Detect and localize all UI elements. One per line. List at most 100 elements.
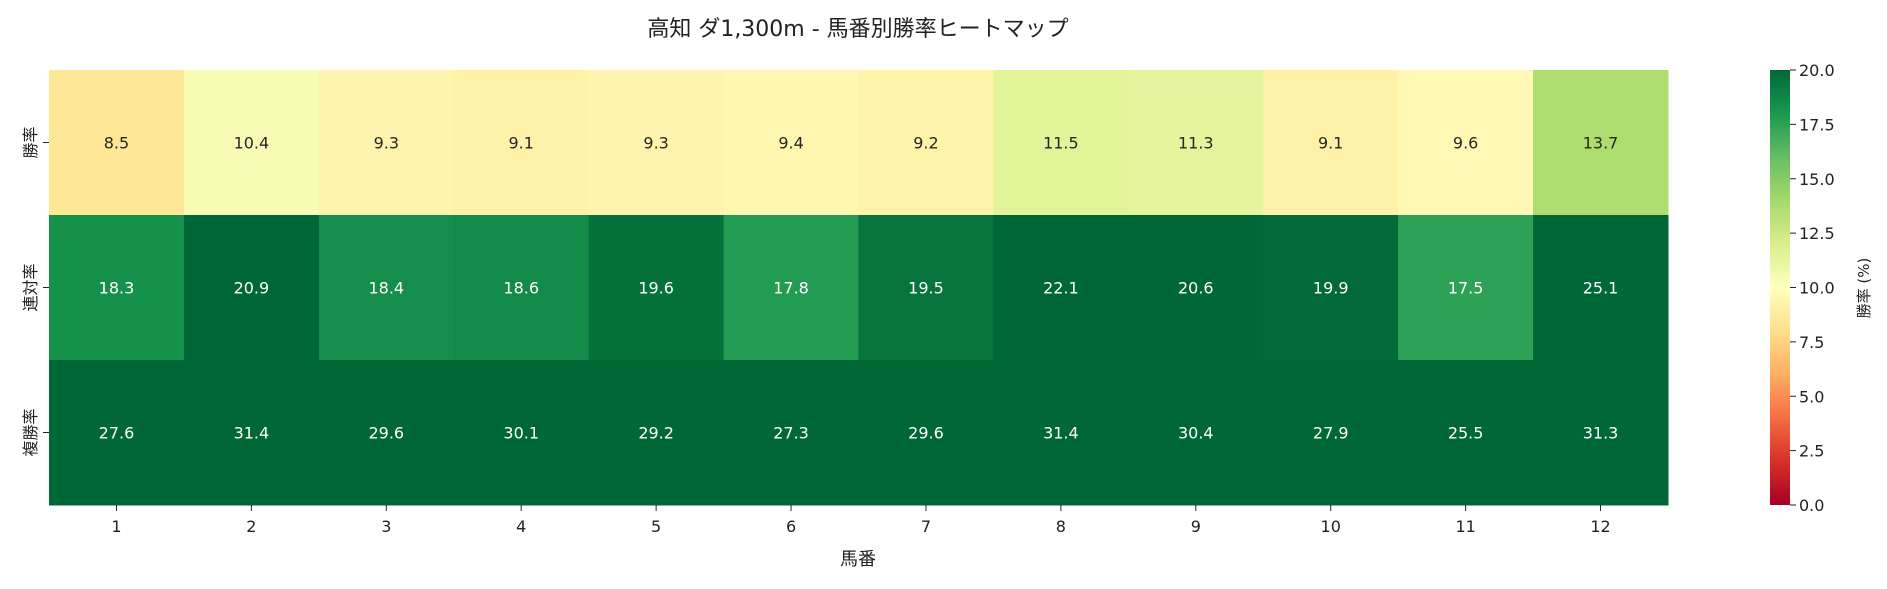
cell-value-label: 18.4 <box>368 279 404 298</box>
cell-value-label: 30.1 <box>503 424 539 443</box>
x-tick-label: 2 <box>246 517 256 536</box>
cell-value-label: 8.5 <box>104 134 129 153</box>
cell-value-label: 10.4 <box>234 134 270 153</box>
x-tick-label: 11 <box>1455 517 1475 536</box>
x-tick-label: 12 <box>1590 517 1610 536</box>
y-tick-label: 連対率 <box>21 263 40 311</box>
x-axis: 1 2 3 4 5 6 7 8 9 10 11 12 <box>111 505 1611 536</box>
cell-value-label: 29.6 <box>908 424 944 443</box>
cell-value-label: 9.1 <box>1318 134 1343 153</box>
colorbar-tick-label: 0.0 <box>1799 496 1824 515</box>
x-axis-label: 馬番 <box>840 549 876 570</box>
cell-value-label: 27.3 <box>773 424 809 443</box>
cell-value-label: 20.9 <box>234 279 270 298</box>
colorbar <box>1770 70 1790 505</box>
cell-value-label: 9.4 <box>778 134 803 153</box>
cell-value-label: 17.8 <box>773 279 809 298</box>
colorbar-tick-label: 2.5 <box>1799 442 1824 461</box>
colorbar-tick-label: 20.0 <box>1799 61 1835 80</box>
heatmap-cell <box>723 360 859 506</box>
heatmap-cell <box>993 70 1129 216</box>
cell-value-label: 9.6 <box>1453 134 1478 153</box>
cell-value-label: 11.5 <box>1043 134 1079 153</box>
cell-value-label: 29.2 <box>638 424 674 443</box>
cell-value-label: 27.6 <box>99 424 135 443</box>
cell-value-label: 9.2 <box>913 134 938 153</box>
heatmap-cell <box>588 215 725 361</box>
colorbar-tick-label: 15.0 <box>1799 170 1835 189</box>
heatmap-cell <box>993 360 1129 506</box>
heatmap-cell <box>1398 360 1534 506</box>
cell-value-label: 19.9 <box>1313 279 1349 298</box>
heatmap-cell <box>588 360 725 506</box>
heatmap-cell <box>453 70 590 216</box>
colorbar-tick-label: 17.5 <box>1799 115 1835 134</box>
colorbar-tick-label: 5.0 <box>1799 387 1824 406</box>
heatmap-cell <box>1533 215 1669 361</box>
x-tick-label: 5 <box>651 517 661 536</box>
x-tick-label: 7 <box>921 517 931 536</box>
colorbar-tick-label: 12.5 <box>1799 224 1835 243</box>
x-tick-label: 1 <box>111 517 121 536</box>
heatmap-cell <box>318 215 455 361</box>
heatmap-cell <box>49 360 185 506</box>
cell-value-label: 13.7 <box>1583 134 1619 153</box>
heatmap-cell <box>723 70 859 216</box>
heatmap-cell <box>858 215 994 361</box>
cell-value-label: 18.3 <box>99 279 135 298</box>
cell-value-label: 29.6 <box>368 424 404 443</box>
x-tick-label: 10 <box>1321 517 1341 536</box>
heatmap-cells: 8.5 10.4 9.3 9.1 9.3 9.4 9.2 11.5 11.3 9.1 9.6 13.7… <box>49 70 1669 506</box>
y-tick-label: 複勝率 <box>21 408 40 456</box>
heatmap-cell <box>858 70 994 216</box>
x-tick-label: 4 <box>516 517 526 536</box>
cell-value-label: 18.6 <box>503 279 539 298</box>
heatmap-cell <box>49 215 185 361</box>
heatmap-cell <box>318 360 455 506</box>
heatmap-cell <box>1398 70 1534 216</box>
heatmap-cell <box>183 70 320 216</box>
cell-value-label: 17.5 <box>1448 279 1484 298</box>
heatmap-cell <box>993 215 1129 361</box>
colorbar-ticks: 0.0 2.5 5.0 7.5 10.0 12.5 15.0 17.5 20.0 <box>1790 61 1835 515</box>
heatmap-cell <box>588 70 725 216</box>
heatmap-cell <box>49 70 185 216</box>
heatmap-cell <box>1263 70 1399 216</box>
cell-value-label: 11.3 <box>1178 134 1214 153</box>
cell-value-label: 25.1 <box>1583 279 1619 298</box>
colorbar-tick-label: 7.5 <box>1799 333 1824 352</box>
cell-value-label: 20.6 <box>1178 279 1214 298</box>
heatmap-cell <box>1533 360 1669 506</box>
heatmap-cell <box>1263 215 1399 361</box>
x-tick-label: 8 <box>1056 517 1066 536</box>
heatmap-cell <box>1263 360 1399 506</box>
heatmap-cell <box>318 70 455 216</box>
x-tick-label: 3 <box>381 517 391 536</box>
cell-value-label: 25.5 <box>1448 424 1484 443</box>
colorbar-label: 勝率 (%) <box>1855 258 1873 319</box>
heatmap-cell <box>183 360 320 506</box>
cell-value-label: 9.3 <box>374 134 399 153</box>
cell-value-label: 27.9 <box>1313 424 1349 443</box>
heatmap-cell <box>1128 360 1264 506</box>
y-tick-label: 勝率 <box>21 126 40 158</box>
heatmap-cell <box>453 360 590 506</box>
heatmap-cell <box>1128 70 1264 216</box>
cell-value-label: 30.4 <box>1178 424 1214 443</box>
heatmap-cell <box>1128 215 1264 361</box>
chart-title: 高知 ダ1,300m - 馬番別勝率ヒートマップ <box>647 17 1068 42</box>
cell-value-label: 31.4 <box>234 424 270 443</box>
x-tick-label: 6 <box>786 517 796 536</box>
heatmap-cell <box>453 215 590 361</box>
cell-value-label: 19.5 <box>908 279 944 298</box>
heatmap-cell <box>858 360 994 506</box>
heatmap-cell <box>183 215 320 361</box>
x-tick-label: 9 <box>1191 517 1201 536</box>
cell-value-label: 9.1 <box>508 134 533 153</box>
colorbar-tick-label: 10.0 <box>1799 279 1835 298</box>
cell-value-label: 9.3 <box>643 134 668 153</box>
cell-value-label: 22.1 <box>1043 279 1079 298</box>
cell-value-label: 31.4 <box>1043 424 1079 443</box>
